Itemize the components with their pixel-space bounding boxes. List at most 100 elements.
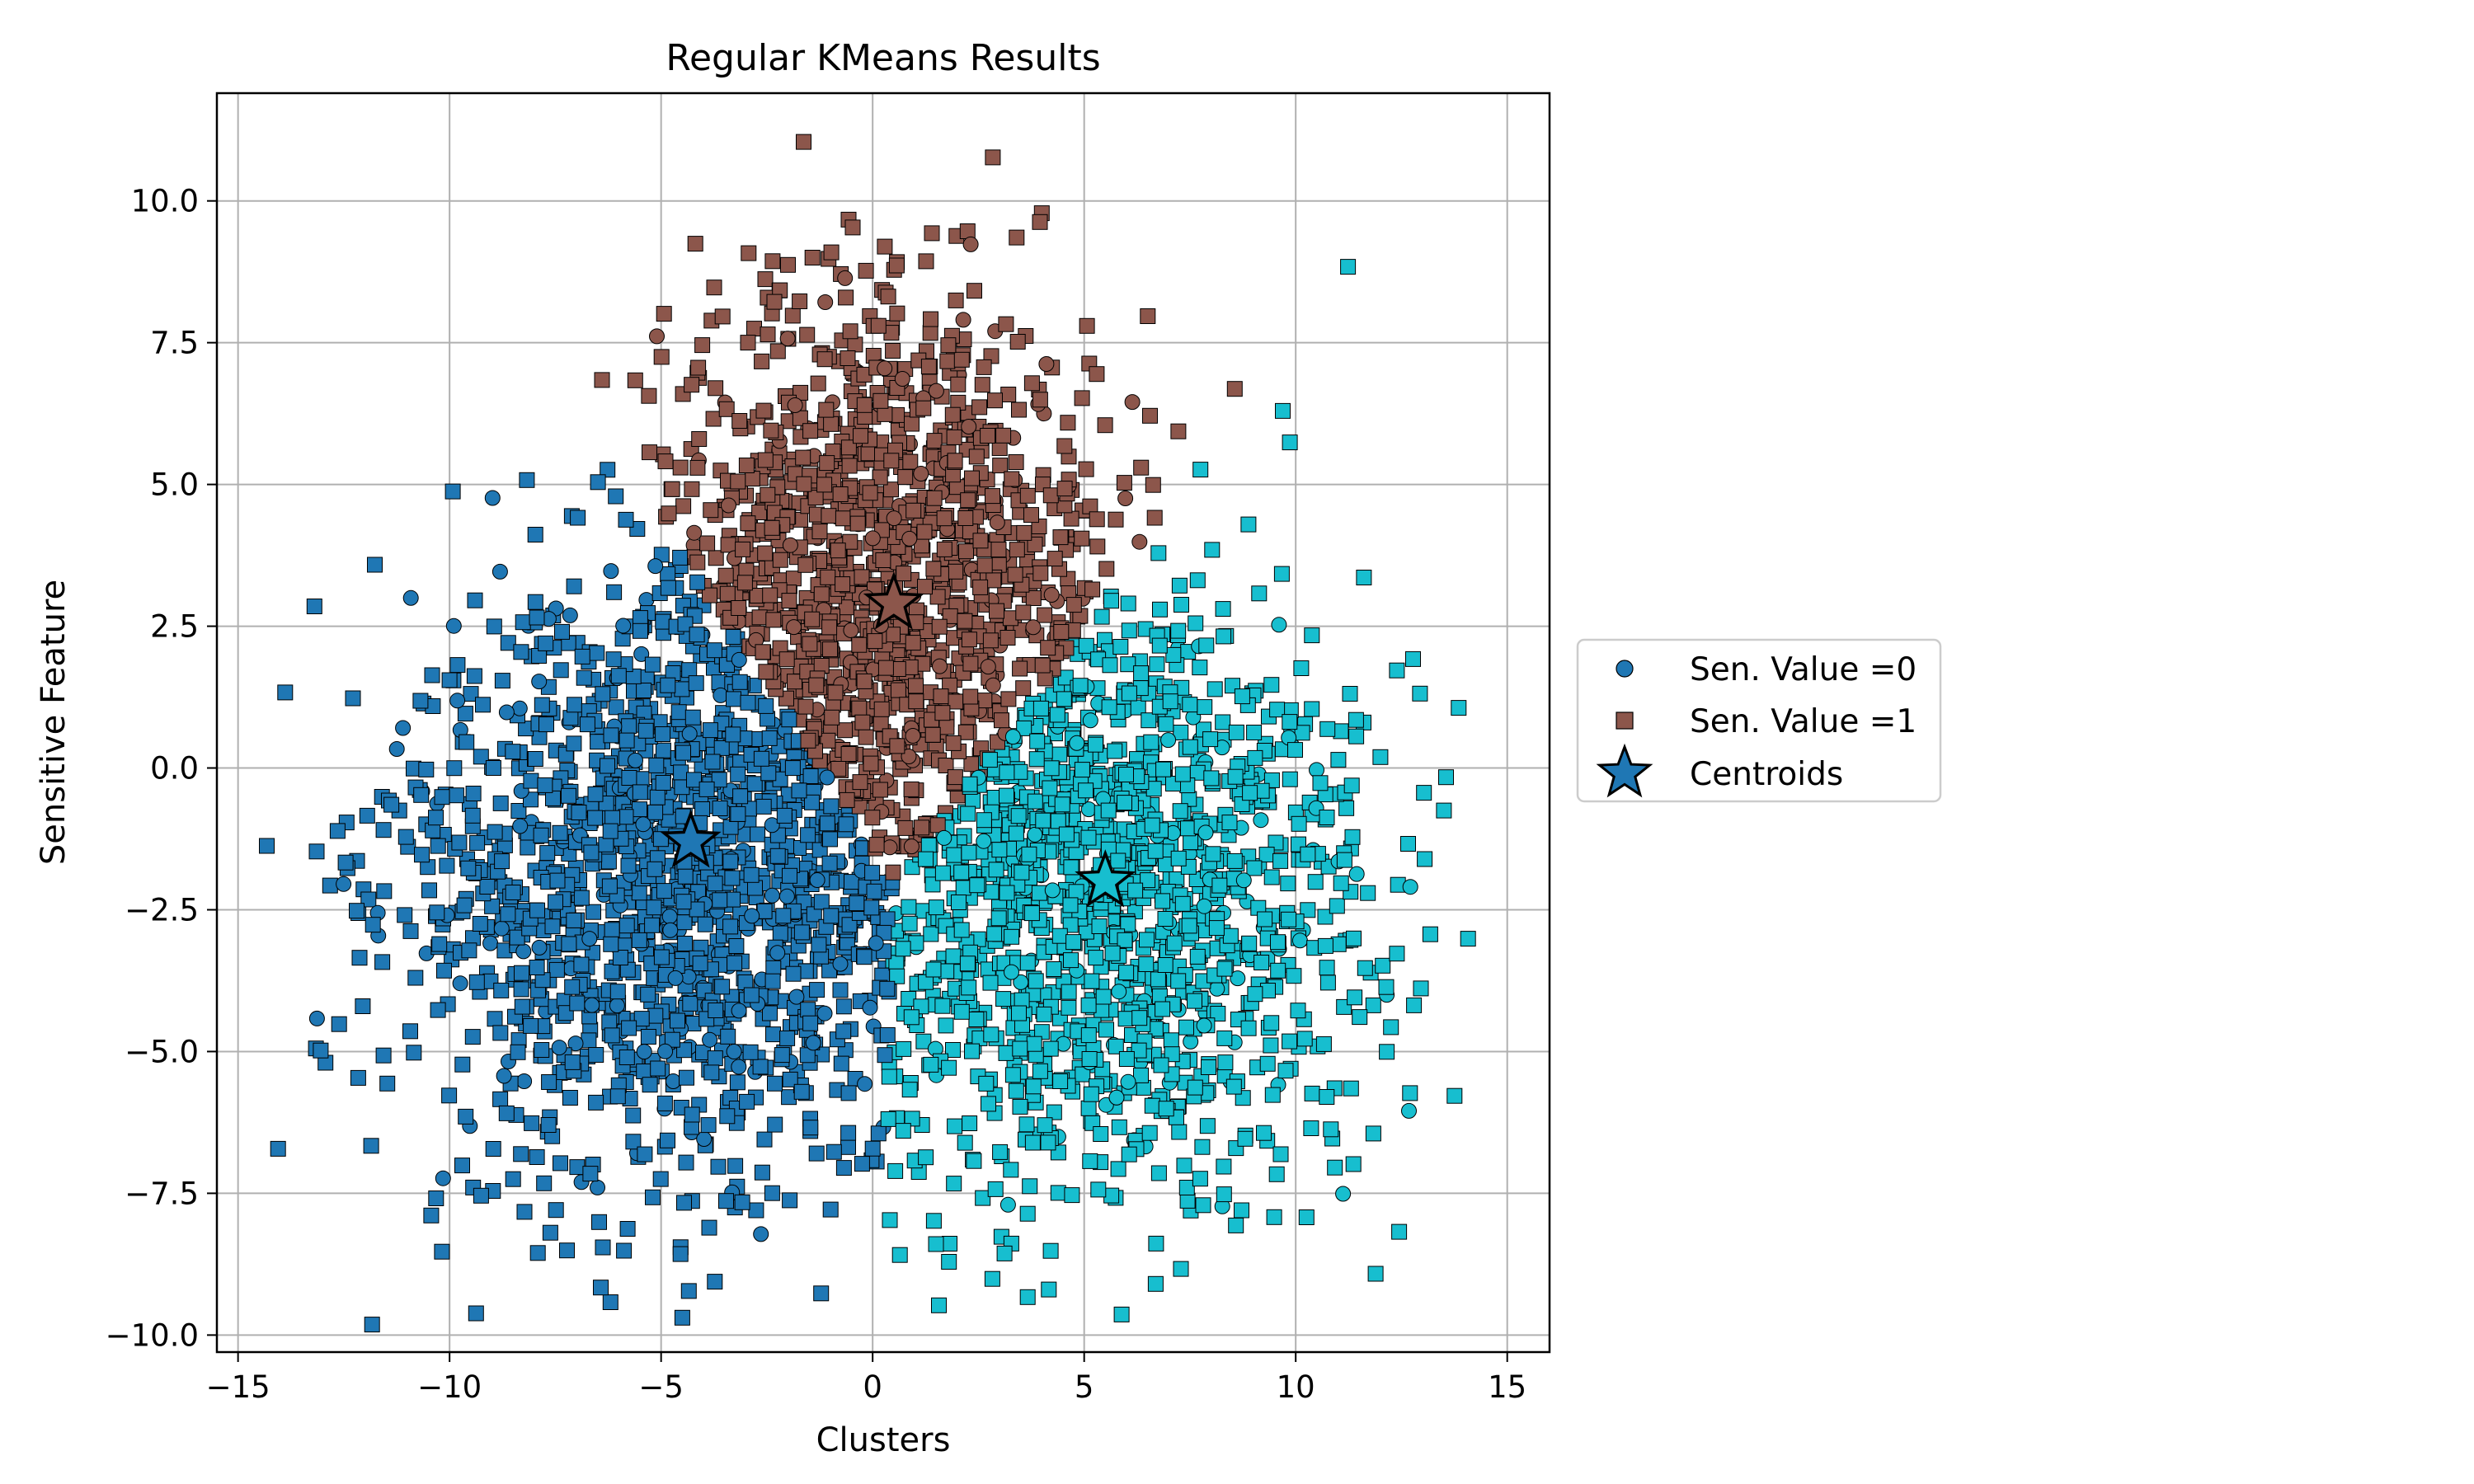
data-point <box>1118 767 1134 782</box>
data-point <box>473 1187 489 1204</box>
data-point <box>1080 997 1097 1013</box>
data-point <box>1360 885 1376 901</box>
data-point <box>531 674 548 690</box>
data-point <box>581 931 598 947</box>
data-point <box>505 1171 521 1187</box>
data-point <box>581 1032 597 1049</box>
data-point <box>648 757 665 773</box>
data-point <box>706 642 722 659</box>
data-point <box>905 728 921 744</box>
data-point <box>566 578 582 594</box>
data-point <box>641 387 657 404</box>
data-point <box>904 416 920 432</box>
data-point <box>277 684 294 701</box>
data-point <box>708 550 724 566</box>
data-point <box>608 488 624 505</box>
data-point <box>701 1219 717 1236</box>
data-point <box>465 786 482 801</box>
data-point <box>1011 1005 1027 1021</box>
data-point <box>642 444 657 461</box>
data-point <box>707 876 723 892</box>
data-point <box>897 819 914 836</box>
data-point <box>1107 743 1123 759</box>
data-point <box>1259 1055 1276 1072</box>
data-point <box>866 883 882 899</box>
data-point <box>469 834 486 851</box>
data-point <box>725 726 741 743</box>
data-point <box>966 1153 982 1169</box>
data-point <box>1282 714 1298 730</box>
data-point <box>1012 1040 1028 1057</box>
data-point <box>612 950 628 965</box>
data-point <box>1000 691 1017 707</box>
data-point <box>1090 1181 1107 1198</box>
data-point <box>757 271 774 288</box>
data-point <box>762 587 778 603</box>
data-point <box>842 323 858 340</box>
data-point <box>916 524 933 540</box>
data-point <box>603 936 619 952</box>
data-point <box>885 864 901 881</box>
data-point <box>308 843 325 860</box>
legend-square-marker <box>1616 711 1634 730</box>
legend-label-2: Centroids <box>1690 756 1843 793</box>
data-point <box>785 571 802 587</box>
data-point <box>1008 454 1024 470</box>
data-point <box>917 579 933 595</box>
data-point <box>519 472 535 488</box>
data-point <box>1347 989 1363 1006</box>
data-point <box>618 809 634 825</box>
data-point <box>995 427 1012 444</box>
data-point <box>1153 1057 1169 1073</box>
data-point <box>711 772 727 788</box>
data-point <box>1171 577 1188 594</box>
data-point <box>1157 957 1174 973</box>
data-point <box>904 1111 920 1127</box>
data-point <box>590 474 606 491</box>
data-point <box>822 641 838 658</box>
data-point <box>858 729 874 745</box>
data-point <box>583 844 600 861</box>
data-point <box>998 1045 1014 1061</box>
data-point <box>524 1115 540 1131</box>
data-point <box>813 586 830 603</box>
data-point <box>625 1134 642 1150</box>
data-point <box>1000 387 1017 402</box>
data-point <box>1247 749 1263 766</box>
data-point <box>618 511 634 528</box>
data-point <box>1120 595 1136 612</box>
data-point <box>500 906 516 923</box>
data-point <box>1345 1156 1362 1172</box>
data-point <box>1240 1020 1257 1036</box>
data-point <box>962 236 979 252</box>
chart-title: Regular KMeans Results <box>666 37 1100 79</box>
x-tick-label: 10 <box>1277 1369 1315 1405</box>
data-point <box>618 732 635 749</box>
data-point <box>758 697 774 714</box>
data-point <box>983 1026 999 1043</box>
data-point <box>590 734 606 750</box>
data-point <box>511 700 528 716</box>
data-point <box>756 1131 773 1148</box>
data-point <box>484 898 501 914</box>
data-point <box>379 1075 396 1092</box>
data-point <box>1072 678 1089 694</box>
data-point <box>832 486 849 502</box>
data-point <box>684 1106 700 1123</box>
y-axis: −10.0 −7.5 −5.0 −2.5 0.0 2.5 5.0 7.5 10.0 <box>106 184 217 1353</box>
data-point <box>363 1138 379 1154</box>
data-point <box>655 726 671 742</box>
data-point <box>1333 875 1349 891</box>
data-point <box>712 892 728 909</box>
data-point <box>1068 884 1084 900</box>
data-point <box>1183 834 1199 851</box>
data-point <box>706 279 722 296</box>
data-point <box>816 351 833 368</box>
data-point <box>660 677 676 693</box>
data-point <box>939 353 956 369</box>
data-point <box>1064 1187 1080 1204</box>
data-point <box>710 1158 727 1175</box>
data-point <box>988 862 1004 878</box>
data-point <box>1144 817 1160 834</box>
data-point <box>1273 566 1290 582</box>
